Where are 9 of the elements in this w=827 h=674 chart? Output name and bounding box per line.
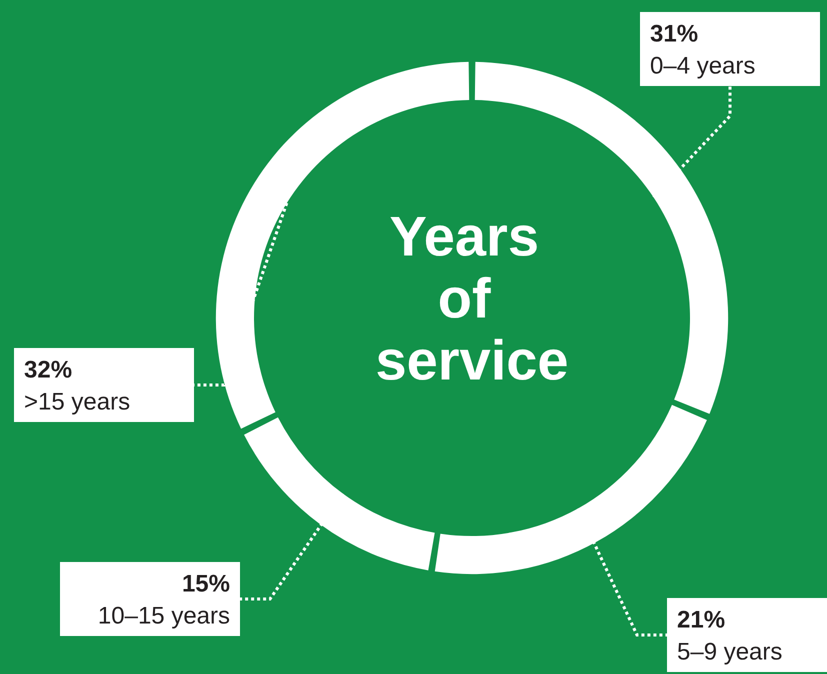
data-label: 15% xyxy=(182,570,230,598)
data-label: 32% xyxy=(24,356,72,384)
data-label: 31% xyxy=(650,20,698,48)
slice-label: 0–4 years xyxy=(650,52,756,80)
slice-label: >15 years xyxy=(24,388,130,416)
data-label: 21% xyxy=(677,606,726,634)
text: Years of service xyxy=(375,204,569,392)
slice-label: 10–15 years xyxy=(98,602,230,630)
slice-label: 5–9 years xyxy=(677,638,782,666)
